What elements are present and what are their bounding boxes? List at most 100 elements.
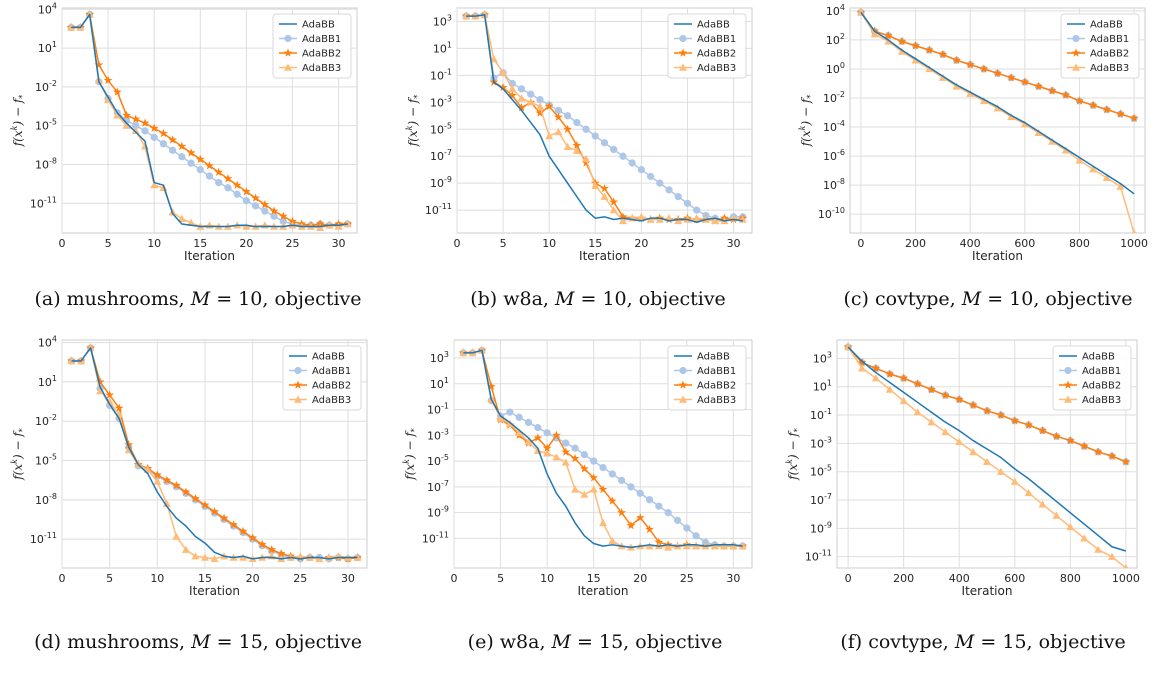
data-point-adabb2	[232, 180, 242, 189]
data-point-adabb2	[114, 403, 124, 412]
data-point-adabb2	[581, 158, 591, 167]
data-point-adabb2	[1034, 81, 1043, 91]
y-tick-label: 10-9	[810, 520, 832, 535]
data-point-adabb3	[517, 94, 526, 102]
data-point-adabb2	[1047, 86, 1057, 95]
data-point-adabb3	[589, 485, 598, 493]
data-point-adabb3	[979, 96, 988, 105]
data-point-adabb2	[1116, 109, 1125, 118]
data-point-adabb3	[150, 181, 159, 189]
y-tick-label: 104	[38, 1, 57, 16]
y-tick-label: 10-9	[430, 175, 452, 190]
x-tick-label: 30	[332, 237, 346, 250]
data-point-adabb2	[542, 443, 552, 452]
data-point-adabb2	[152, 470, 162, 479]
x-tick-label: 15	[587, 572, 601, 585]
data-point-adabb3	[191, 552, 200, 560]
x-tick-label: 25	[293, 572, 307, 585]
legend: AdaBB AdaBB1 AdaBB2 AdaBB3	[1060, 13, 1140, 79]
data-point-adabb3	[1010, 477, 1019, 485]
data-point-adabb1	[261, 207, 269, 215]
series-line-adabb	[463, 349, 743, 549]
y-axis-label: f(xk) − f*	[10, 428, 27, 481]
data-point-adabb2	[168, 135, 177, 144]
data-point-adabb3	[1094, 545, 1103, 553]
data-point-adabb3	[162, 499, 171, 507]
data-point-adabb3	[618, 216, 627, 225]
legend-marker	[679, 34, 687, 43]
data-point-adabb2	[1065, 435, 1075, 445]
data-point-adabb3	[952, 82, 961, 90]
data-point-adabb3	[609, 206, 618, 214]
data-point-adabb2	[635, 513, 645, 522]
data-point-adabb1	[150, 133, 158, 141]
data-point-adabb2	[598, 484, 608, 494]
data-point-adabb1	[591, 132, 599, 140]
data-point-adabb1	[628, 159, 636, 167]
data-point-adabb3	[899, 396, 908, 405]
data-point-adabb2	[219, 513, 229, 522]
data-point-adabb1	[524, 418, 533, 427]
data-point-adabb2	[260, 199, 270, 209]
x-tick-label: 25	[680, 572, 694, 585]
legend-label: AdaBB2	[697, 381, 736, 392]
y-axis-label: f(xk) − f*	[785, 428, 802, 481]
legend-marker	[1064, 395, 1072, 403]
y-tick-label: 10-6	[823, 148, 845, 163]
data-point-adabb1	[534, 423, 542, 432]
data-point-adabb3	[710, 542, 719, 550]
data-point-adabb2	[607, 496, 617, 505]
data-point-adabb3	[334, 222, 343, 230]
panel-b: 0 5 10 15 20 25 30 103 101 10-1 10-3 10-5 10-7 10-9 10…	[405, 7, 753, 310]
data-point-adabb3	[187, 218, 196, 226]
legend-label: AdaBB1	[1082, 366, 1121, 377]
data-point-adabb1	[141, 127, 149, 135]
data-point-adabb2	[177, 141, 187, 151]
legend-box	[1052, 345, 1132, 411]
data-point-adabb1	[242, 197, 251, 205]
series-line-adabb	[466, 13, 743, 223]
data-point-adabb3	[664, 543, 673, 551]
y-tick-label: 10-5	[430, 121, 452, 136]
legend-label: AdaBB	[697, 352, 730, 363]
x-tick-label: 30	[727, 237, 741, 250]
data-point-adabb3	[871, 374, 880, 382]
data-point-adabb2	[1010, 416, 1020, 425]
data-point-adabb2	[257, 539, 267, 549]
data-point-adabb3	[499, 68, 508, 76]
legend-label: AdaBB3	[697, 395, 736, 406]
data-point-adabb1	[517, 85, 526, 93]
data-point-adabb2	[103, 75, 113, 85]
legend-label: AdaBB2	[302, 49, 341, 60]
legend-label: AdaBB	[1090, 20, 1123, 31]
data-point-adabb2	[618, 212, 628, 221]
data-point-adabb3	[911, 56, 920, 64]
y-tick-label: 10-11	[30, 195, 57, 210]
subfigure-caption: (b) w8a, M = 10, objective	[470, 288, 726, 310]
x-tick-label: 20	[633, 572, 647, 585]
data-point-adabb2	[105, 390, 115, 399]
legend-label: AdaBB3	[312, 395, 351, 406]
x-tick-label: 10	[540, 572, 554, 585]
data-point-adabb3	[646, 215, 655, 223]
legend-marker	[679, 366, 687, 375]
x-tick-label: 10	[150, 572, 164, 585]
y-tick-label: 10-7	[430, 148, 452, 163]
y-tick-label: 103	[813, 350, 832, 365]
x-tick-label: 0	[454, 237, 461, 250]
data-point-adabb3	[1038, 500, 1047, 508]
legend-marker	[293, 380, 303, 389]
legend-marker	[678, 380, 688, 389]
series-line-adabb	[847, 346, 1127, 552]
series-group	[66, 9, 353, 232]
legend-label: AdaBB2	[697, 49, 736, 60]
data-point-adabb2	[871, 363, 881, 373]
data-point-adabb2	[315, 219, 325, 228]
y-tick-label: 10-10	[818, 206, 845, 221]
data-point-adabb3	[600, 192, 609, 200]
data-point-adabb3	[692, 542, 701, 550]
y-tick-label: 103	[430, 350, 449, 365]
y-tick-label: 10-8	[823, 177, 845, 192]
y-tick-label: 10-2	[35, 79, 57, 94]
